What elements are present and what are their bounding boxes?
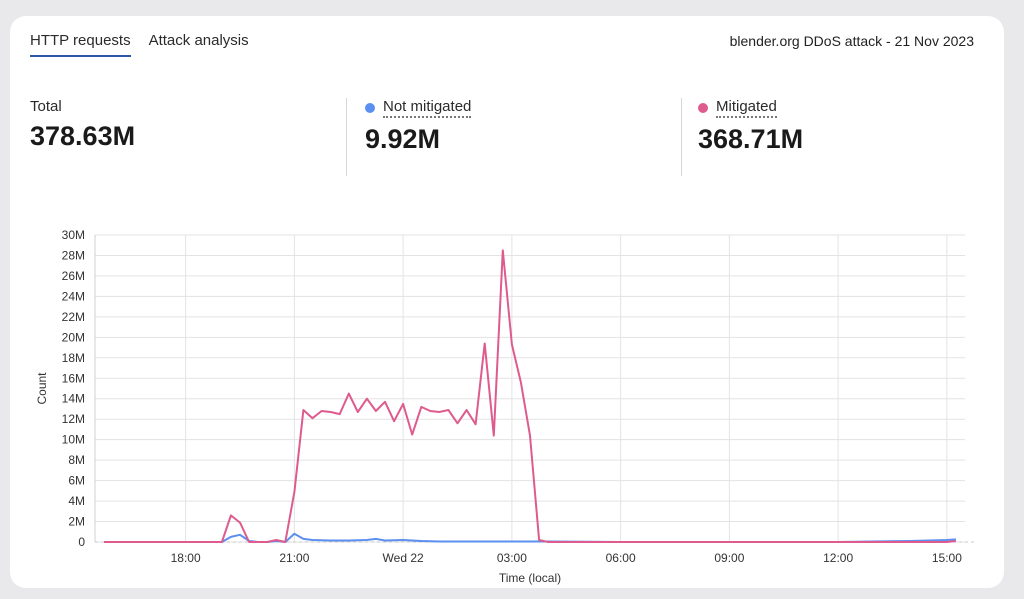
tab-http-requests[interactable]: HTTP requests	[30, 32, 131, 57]
y-tick-label: 8M	[68, 453, 85, 467]
x-tick-label: 06:00	[606, 551, 636, 565]
x-tick-label: 15:00	[932, 551, 962, 565]
stat-mitigated: Mitigated 368.71M	[698, 98, 803, 176]
x-tick-label: 21:00	[279, 551, 309, 565]
not-mitigated-legend-dot	[365, 103, 375, 113]
stat-not-mitigated: Not mitigated 9.92M	[365, 98, 472, 176]
x-tick-label: 09:00	[714, 551, 744, 565]
stat-total: Total 378.63M	[30, 98, 135, 176]
tab-bar: HTTP requests Attack analysis	[30, 32, 249, 57]
traffic-card: HTTP requests Attack analysis blender.or…	[10, 16, 1004, 588]
x-tick-label: 12:00	[823, 551, 853, 565]
stat-mitigated-value: 368.71M	[698, 124, 804, 154]
y-axis-label: Count	[35, 372, 49, 405]
mitigated-series-line	[104, 249, 957, 543]
y-tick-label: 6M	[68, 474, 85, 488]
y-tick-label: 12M	[62, 412, 85, 426]
y-tick-label: 24M	[62, 289, 85, 303]
y-tick-label: 30M	[62, 228, 85, 242]
stats-row: Total 378.63M Not mitigated 9.92M Mitiga…	[10, 98, 1004, 176]
x-tick-label: 18:00	[171, 551, 201, 565]
y-tick-label: 14M	[62, 392, 85, 406]
mitigated-legend-dot	[698, 103, 708, 113]
stat-mitigated-label[interactable]: Mitigated	[716, 98, 777, 118]
stat-divider	[681, 98, 682, 176]
y-tick-label: 28M	[62, 248, 85, 262]
x-tick-label: Wed 22	[383, 551, 424, 565]
y-tick-label: 22M	[62, 310, 85, 324]
tab-attack-analysis[interactable]: Attack analysis	[148, 32, 249, 49]
y-tick-label: 0	[78, 535, 85, 549]
y-tick-label: 18M	[62, 351, 85, 365]
y-tick-label: 2M	[68, 515, 85, 529]
y-tick-label: 4M	[68, 494, 85, 508]
y-tick-label: 16M	[62, 371, 85, 385]
y-tick-label: 26M	[62, 269, 85, 283]
stat-not-mitigated-value: 9.92M	[365, 124, 441, 154]
x-axis-label: Time (local)	[499, 571, 561, 585]
y-tick-label: 10M	[62, 433, 85, 447]
card-title: blender.org DDoS attack - 21 Nov 2023	[729, 33, 974, 49]
stat-total-value: 378.63M	[30, 121, 136, 151]
not-mitigated-series-line	[104, 532, 956, 543]
stat-divider	[346, 98, 347, 176]
x-tick-label: 03:00	[497, 551, 527, 565]
stat-total-label: Total	[30, 98, 62, 115]
http-requests-chart: 0 2M 4M 6M 8M 10M 12M 14M 16M 18M 20M 22M 24M 26M 28M 3…	[35, 228, 977, 585]
stat-not-mitigated-label[interactable]: Not mitigated	[383, 98, 472, 118]
y-tick-label: 20M	[62, 330, 85, 344]
